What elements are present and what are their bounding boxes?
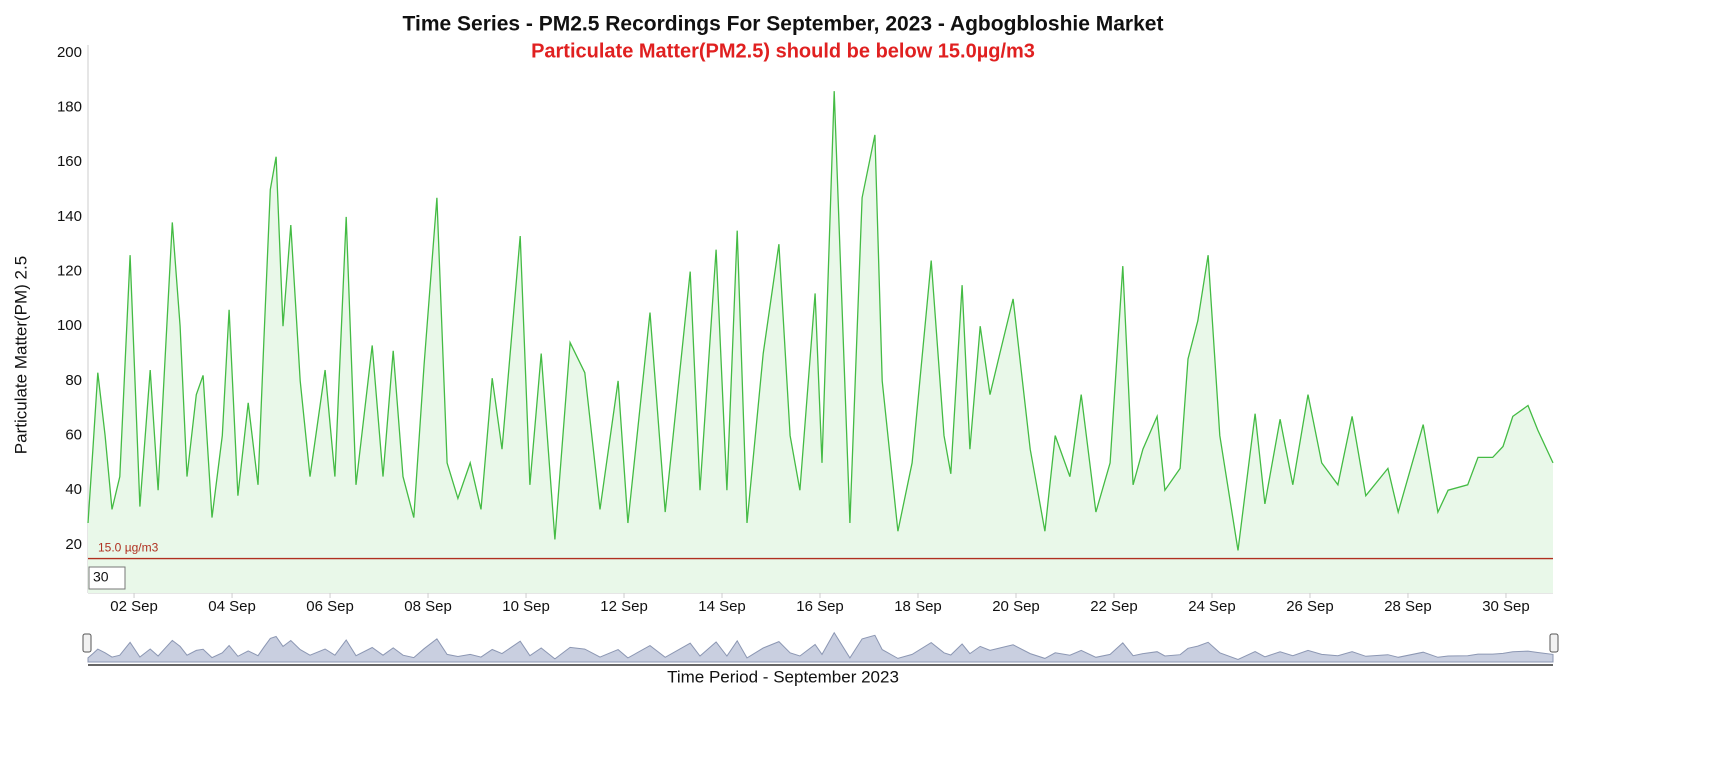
threshold-label: 15.0 µg/m3 [98, 541, 159, 555]
navigator-area [87, 631, 1554, 663]
x-tick-label: 06 Sep [306, 598, 354, 615]
zoom-input [88, 566, 126, 590]
y-tick-label: 40 [65, 481, 82, 498]
y-axis-label: Particulate Matter(PM) 2.5 [11, 256, 30, 454]
x-tick-label: 28 Sep [1384, 598, 1432, 615]
x-axis-label: Time Period - September 2023 [667, 667, 899, 686]
x-tick-label: 04 Sep [208, 598, 256, 615]
chart-title: Time Series - PM2.5 Recordings For Septe… [403, 13, 1164, 36]
y-tick-label: 200 [57, 44, 82, 61]
x-tick-label: 30 Sep [1482, 598, 1530, 615]
x-tick-label: 18 Sep [894, 598, 942, 615]
x-tick-label: 26 Sep [1286, 598, 1334, 615]
x-tick-label: 16 Sep [796, 598, 844, 615]
y-tick-label: 120 [57, 263, 82, 280]
x-tick-label: 14 Sep [698, 598, 746, 615]
x-tick-label: 24 Sep [1188, 598, 1236, 615]
x-tick-label: 08 Sep [404, 598, 452, 615]
navigator-handle [82, 633, 92, 653]
y-tick-label: 160 [57, 153, 82, 170]
x-tick-label: 10 Sep [502, 598, 550, 615]
data-line [87, 91, 1554, 551]
chart-subtitle: Particulate Matter(PM2.5) should be belo… [531, 40, 1035, 62]
x-tick-label: 22 Sep [1090, 598, 1138, 615]
y-tick-label: 180 [57, 99, 82, 116]
x-tick-label: 02 Sep [110, 598, 158, 615]
x-tick-label: 20 Sep [992, 598, 1040, 615]
area-fill [88, 91, 1553, 593]
y-tick-label: 60 [65, 427, 82, 444]
zoom-input-value: 30 [93, 569, 109, 585]
x-tick-label: 12 Sep [600, 598, 648, 615]
y-tick-label: 20 [65, 536, 82, 553]
y-tick-label: 140 [57, 208, 82, 225]
y-tick-label: 100 [57, 317, 82, 334]
y-tick-label: 80 [65, 372, 82, 389]
navigator-handle [1549, 633, 1559, 653]
